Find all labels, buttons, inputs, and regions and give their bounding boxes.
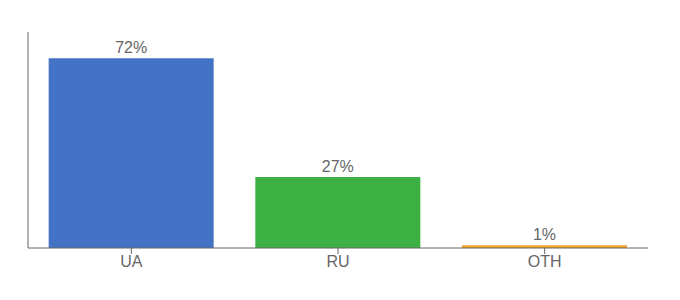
svg-text:72%: 72% [115,39,147,56]
svg-text:RU: RU [326,253,349,270]
svg-text:1%: 1% [533,226,556,243]
svg-text:27%: 27% [322,158,354,175]
svg-text:OTH: OTH [528,253,562,270]
svg-text:UA: UA [120,253,143,270]
